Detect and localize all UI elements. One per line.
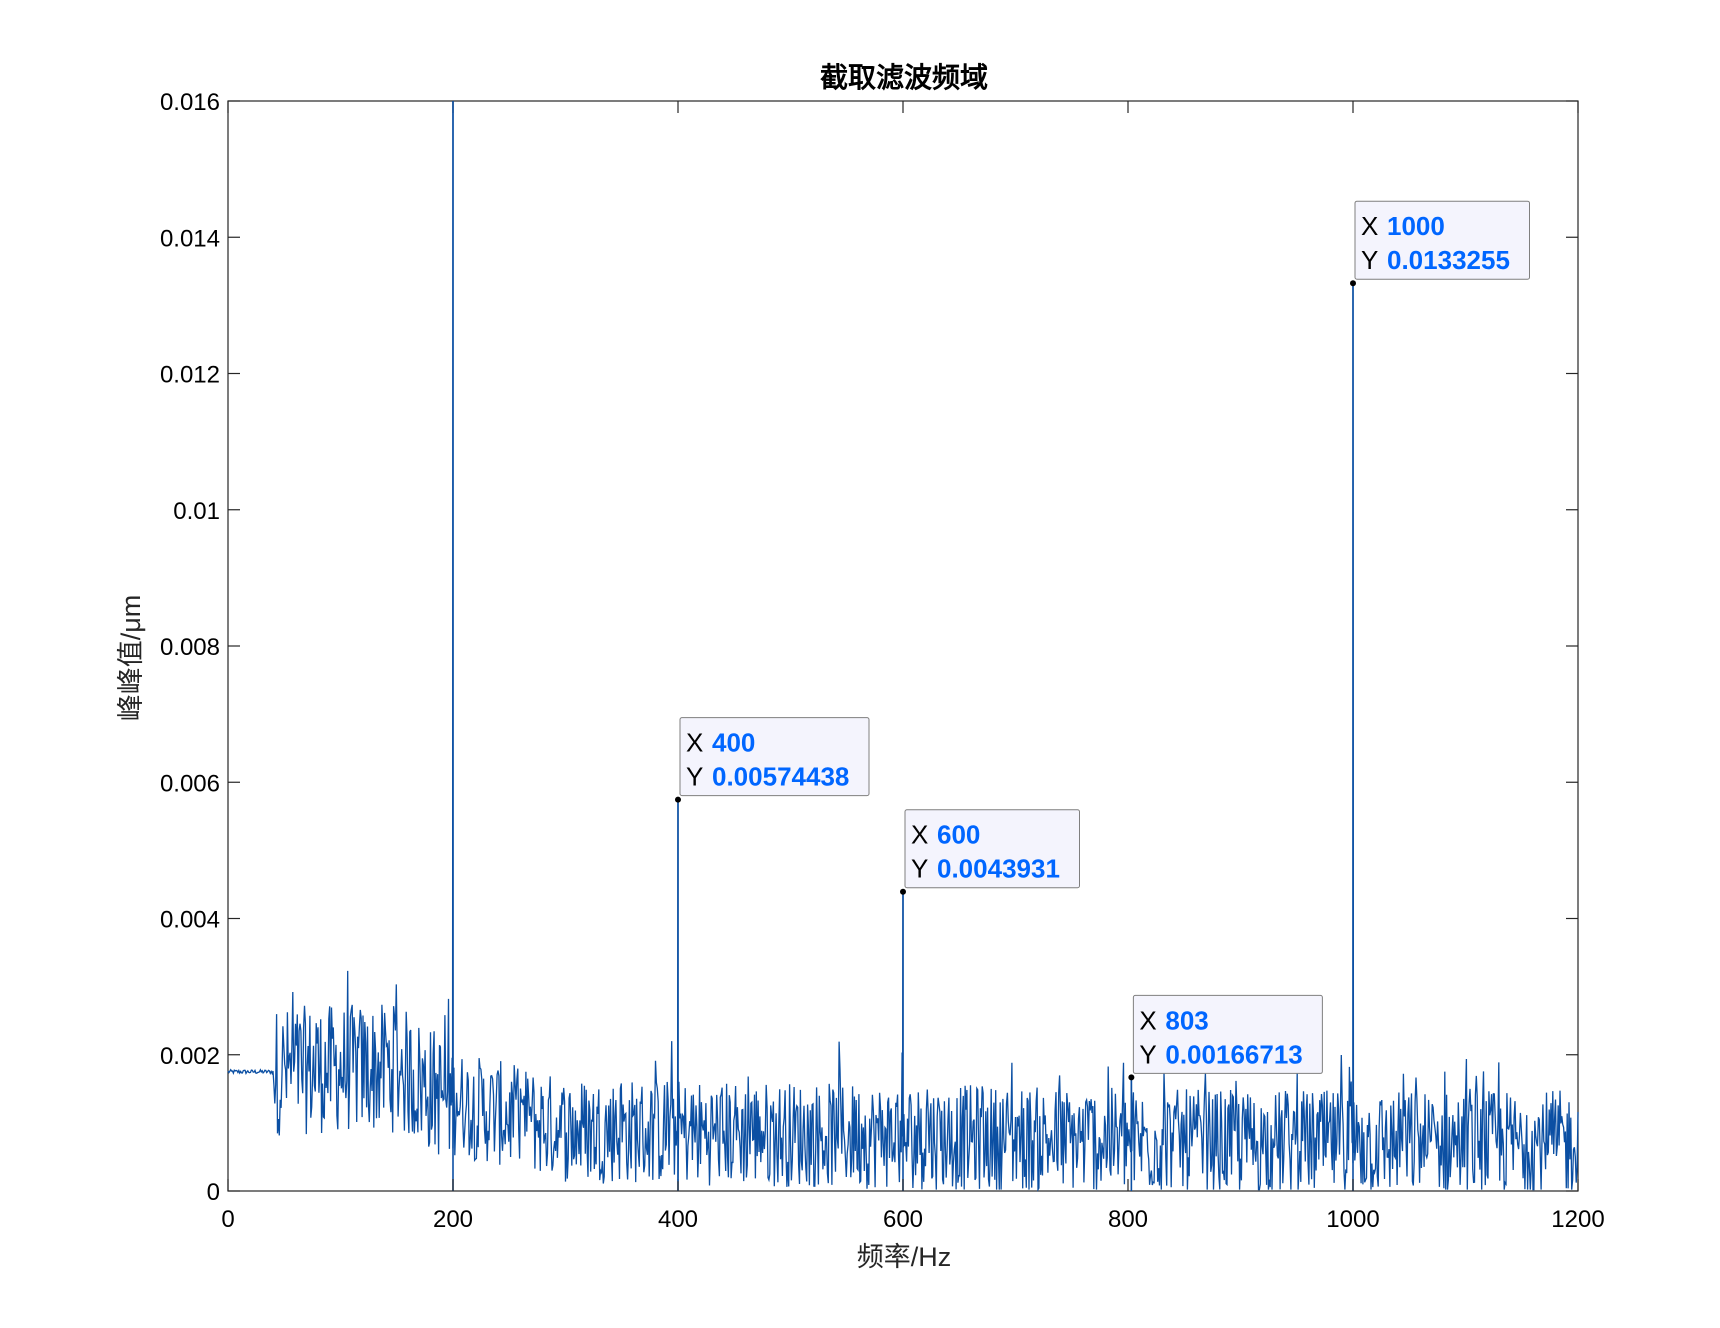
datatip-x-value: 1000 (1387, 211, 1445, 241)
datatip: X 600 Y 0.0043931 (900, 809, 1080, 895)
x-tick-label: 400 (658, 1206, 698, 1233)
series-line[interactable] (227, 100, 1579, 1192)
y-tick-label: 0 (207, 1179, 220, 1206)
y-tick-label: 0.004 (160, 907, 220, 934)
datatip-y-value: 0.0133255 (1387, 245, 1510, 275)
datatip: X 400 Y 0.00574438 (675, 717, 870, 803)
y-tick-label: 0.002 (160, 1043, 220, 1070)
datatip-marker (900, 888, 906, 895)
datatip-x-key: X (1139, 1005, 1156, 1035)
datatip-x-key: X (686, 728, 703, 758)
datatip-marker (1128, 1074, 1135, 1081)
y-tick-label: 0.006 (160, 770, 220, 797)
x-axis-label: 频率/Hz (857, 1242, 952, 1272)
x-tick-label: 600 (883, 1206, 923, 1233)
datatip-x-value: 803 (1165, 1005, 1208, 1035)
datatip-y-key: Y (911, 854, 928, 884)
datatip-y-key: Y (686, 762, 703, 792)
datatip-y-key: Y (1361, 245, 1378, 275)
datatip-box (1354, 200, 1530, 280)
datatip: X 1000 Y 0.0133255 (1350, 200, 1530, 287)
y-tick-label: 0.014 (160, 225, 220, 252)
y-tick-label: 0.01 (173, 498, 220, 525)
x-tick-label: 1200 (1551, 1206, 1604, 1233)
datatip-box (904, 809, 1080, 889)
x-tick-label: 1000 (1326, 1206, 1379, 1233)
y-axis-label: 峰峰值/μm (116, 595, 146, 722)
datatip: X 803 Y 0.00166713 (1128, 994, 1323, 1081)
datatip-marker (675, 796, 681, 803)
datatip-x-key: X (911, 820, 928, 850)
datatip-y-value: 0.00574438 (712, 762, 849, 792)
datatip-x-value: 600 (937, 820, 980, 850)
axis-ticks: 0 200 400 600 800 1000 1200 0 0.002 0.004 0.006 0.0… (160, 89, 1605, 1233)
datatip-y-value: 0.0043931 (937, 854, 1060, 884)
chart-title: 截取滤波频域 (820, 62, 988, 93)
y-tick-label: 0.016 (160, 89, 220, 116)
datatip-y-key: Y (1139, 1039, 1156, 1069)
datatip-marker (1350, 280, 1356, 287)
y-tick-label: 0.012 (160, 362, 220, 389)
datatip-y-value: 0.00166713 (1165, 1039, 1302, 1069)
datatip-x-value: 400 (712, 728, 755, 758)
x-tick-label: 200 (433, 1206, 473, 1233)
y-tick-label: 0.008 (160, 634, 220, 661)
datatip-x-key: X (1361, 211, 1378, 241)
x-tick-label: 800 (1108, 1206, 1148, 1233)
x-tick-label: 0 (221, 1206, 234, 1233)
data-tips: X 400 Y 0.00574438 X 600 Y 0.0043931 X 803 Y 0.0016… (675, 200, 1530, 1081)
datatip-box (679, 717, 870, 797)
datatip-box (1132, 994, 1323, 1074)
